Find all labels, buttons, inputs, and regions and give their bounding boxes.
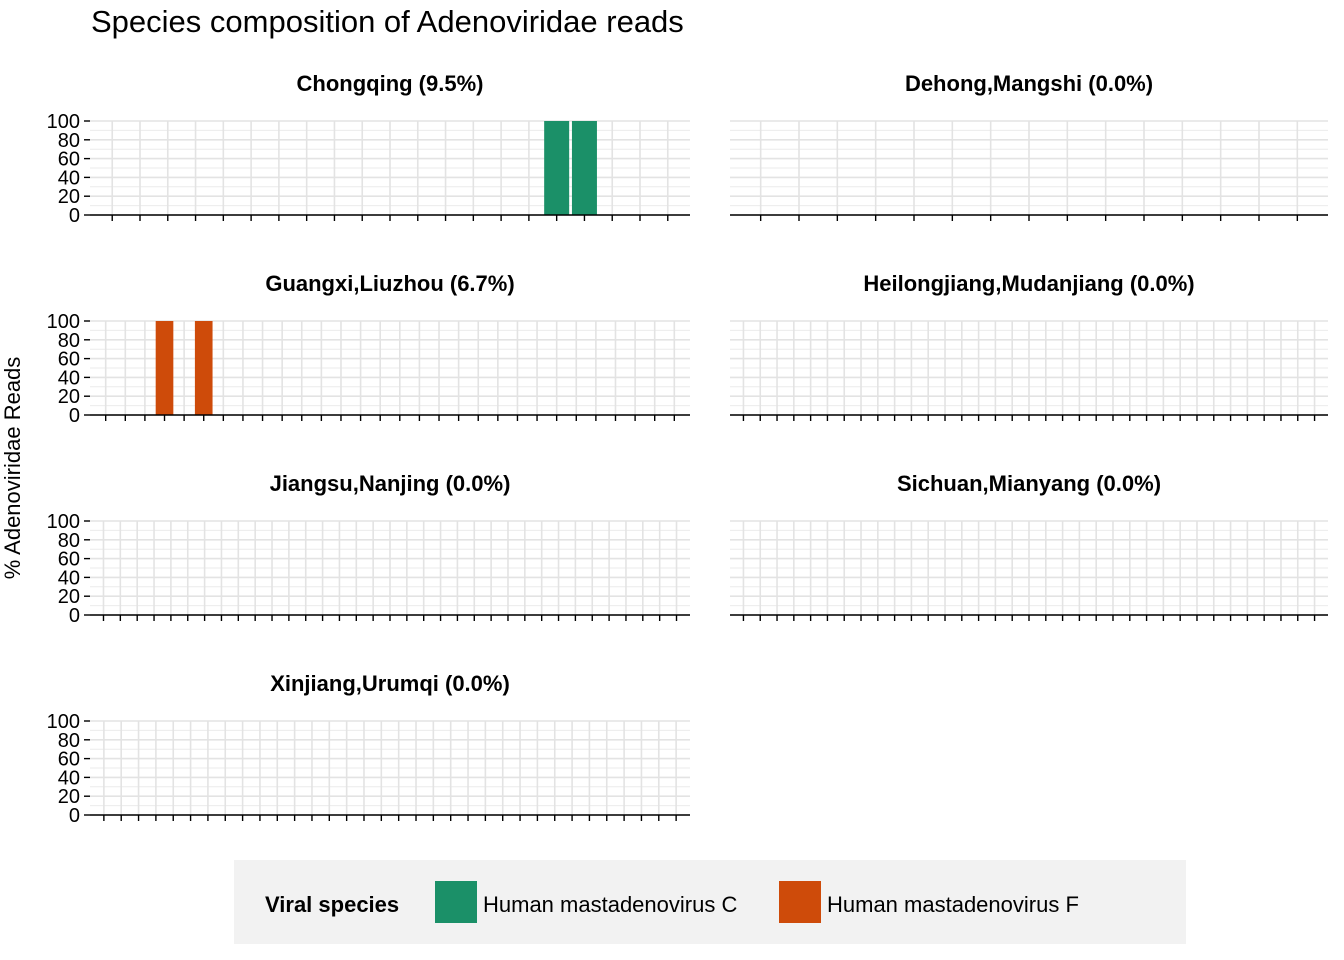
panel-title: Jiangsu,Nanjing (0.0%) <box>270 471 511 496</box>
legend-swatch <box>779 881 821 923</box>
y-tick-label: 80 <box>58 530 80 552</box>
y-tick-label: 100 <box>47 311 80 333</box>
panel-title: Dehong,Mangshi (0.0%) <box>905 71 1153 96</box>
legend-label: Human mastadenovirus C <box>483 892 737 917</box>
facet-panel: Sichuan,Mianyang (0.0%) <box>730 471 1328 621</box>
y-tick-label: 60 <box>58 349 80 371</box>
y-tick-label: 20 <box>58 186 80 208</box>
y-tick-label: 60 <box>58 549 80 571</box>
y-tick-label: 100 <box>47 711 80 733</box>
chart-title: Species composition of Adenoviridae read… <box>91 4 684 39</box>
bar <box>571 121 597 215</box>
y-tick-label: 40 <box>58 767 80 789</box>
y-tick-label: 0 <box>69 805 80 827</box>
panel-title: Guangxi,Liuzhou (6.7%) <box>265 271 514 296</box>
y-tick-label: 20 <box>58 386 80 408</box>
panel-title: Sichuan,Mianyang (0.0%) <box>897 471 1161 496</box>
y-tick-label: 100 <box>47 111 80 133</box>
facet-panels: Chongqing (9.5%)020406080100Dehong,Mangs… <box>47 71 1328 827</box>
bar <box>544 121 570 215</box>
y-tick-label: 80 <box>58 330 80 352</box>
y-tick-label: 60 <box>58 749 80 771</box>
facet-panel: Dehong,Mangshi (0.0%) <box>730 71 1328 221</box>
legend-label: Human mastadenovirus F <box>827 892 1079 917</box>
y-tick-label: 0 <box>69 205 80 227</box>
legend: Viral species Human mastadenovirus C Huma… <box>234 860 1186 944</box>
legend-title: Viral species <box>265 892 399 917</box>
y-tick-label: 20 <box>58 586 80 608</box>
bar <box>155 321 174 415</box>
legend-background <box>234 860 1186 944</box>
y-tick-label: 0 <box>69 405 80 427</box>
y-tick-label: 80 <box>58 730 80 752</box>
y-tick-label: 40 <box>58 367 80 389</box>
y-axis-title: % Adenoviridae Reads <box>0 357 25 580</box>
y-tick-label: 0 <box>69 605 80 627</box>
panel-title: Xinjiang,Urumqi (0.0%) <box>270 671 510 696</box>
legend-swatch <box>435 881 477 923</box>
panel-title: Chongqing (9.5%) <box>297 71 484 96</box>
legend-entries: Human mastadenovirus C Human mastadenovir… <box>435 881 1079 923</box>
y-tick-label: 100 <box>47 511 80 533</box>
facet-panel: Heilongjiang,Mudanjiang (0.0%) <box>730 271 1328 421</box>
y-tick-label: 80 <box>58 130 80 152</box>
y-tick-label: 40 <box>58 167 80 189</box>
y-tick-label: 60 <box>58 149 80 171</box>
panel-title: Heilongjiang,Mudanjiang (0.0%) <box>863 271 1194 296</box>
y-tick-label: 20 <box>58 786 80 808</box>
y-tick-label: 40 <box>58 567 80 589</box>
bar <box>194 321 213 415</box>
